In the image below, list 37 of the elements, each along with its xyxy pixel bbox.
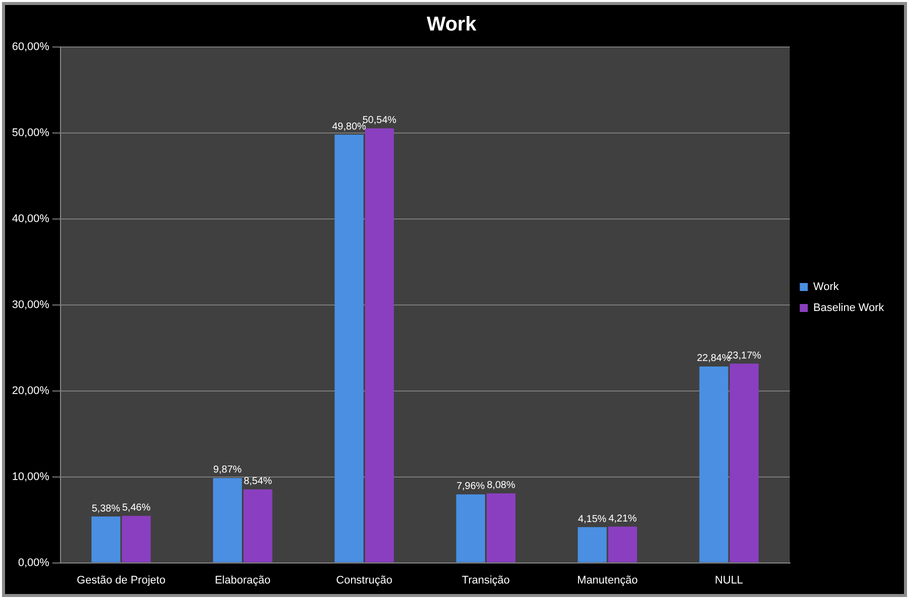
x-tick-label: Transição (462, 574, 510, 586)
data-label: 5,38% (92, 503, 120, 514)
data-label: 4,21% (608, 513, 637, 524)
bar (213, 478, 242, 562)
data-label: 9,87% (213, 464, 242, 476)
bar (578, 527, 607, 562)
bar (122, 516, 151, 562)
y-tick-label: 40,00% (12, 212, 50, 225)
data-label: 4,15% (578, 514, 606, 525)
legend-label: Baseline Work (813, 302, 884, 314)
x-tick-label: Manutenção (577, 574, 638, 586)
bar (334, 134, 364, 562)
bar (730, 364, 759, 562)
bar (365, 128, 394, 562)
data-label: 49,80% (332, 121, 366, 132)
x-tick-label: Elaboração (214, 574, 271, 586)
bar (456, 494, 486, 562)
bar (486, 493, 516, 562)
y-tick-label: 30,00% (12, 298, 50, 311)
x-tick-label: Construção (336, 574, 392, 586)
bar (608, 526, 638, 562)
x-tick-label: NULL (714, 574, 744, 586)
bar (699, 366, 728, 562)
y-tick-label: 0,00% (18, 556, 50, 569)
chart-title: Work (426, 14, 478, 36)
data-label: 8,08% (486, 480, 516, 492)
bar (91, 516, 120, 562)
y-tick-label: 60,00% (12, 41, 50, 54)
y-tick-label: 50,00% (12, 127, 50, 139)
y-tick-label: 20,00% (12, 384, 50, 397)
x-tick-label: Gestão de Projeto (76, 574, 166, 586)
legend-label: Work (813, 281, 840, 294)
y-tick-label: 10,00% (12, 470, 50, 483)
data-label: 7,96% (456, 481, 485, 492)
data-label: 5,46% (122, 502, 151, 514)
data-label: 8,54% (244, 476, 272, 488)
bar (243, 489, 272, 562)
